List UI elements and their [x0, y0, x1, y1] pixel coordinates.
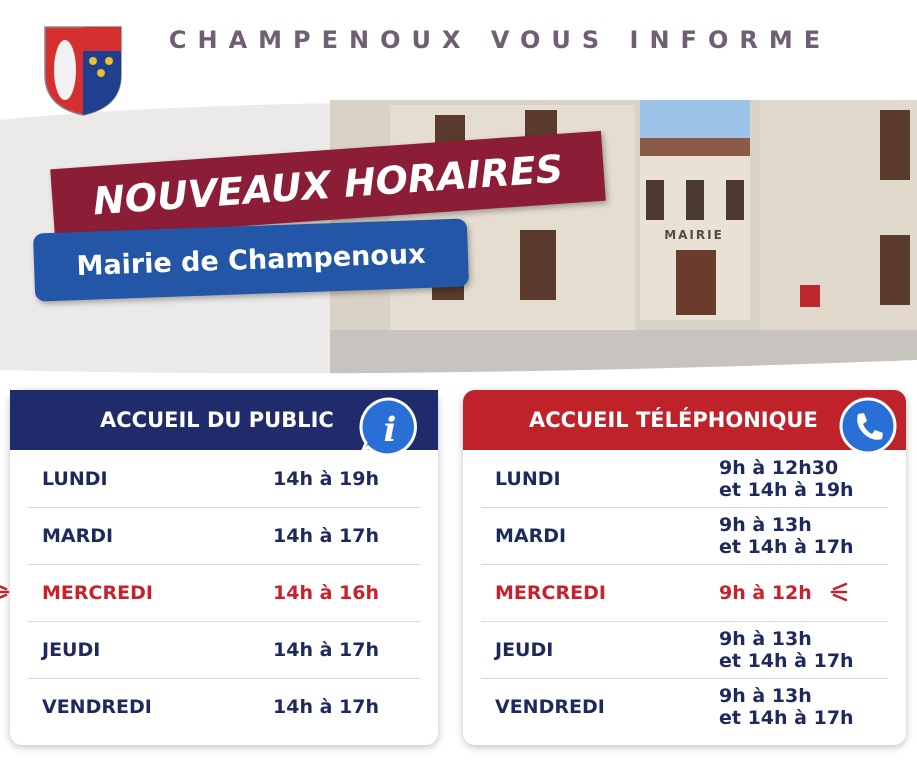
- hours-cell: 9h à 13h et 14h à 17h: [719, 628, 854, 672]
- hours-line: 9h à 13h: [719, 627, 812, 650]
- hours-line: 14h à 17h: [273, 524, 379, 547]
- day-label: LUNDI: [42, 467, 108, 490]
- day-label: MARDI: [42, 524, 114, 547]
- phone-hours-card: ACCUEIL TÉLÉPHONIQUE LUNDI 9h à 12h30 et 1…: [463, 390, 906, 745]
- hours-cell: 9h à 13h et 14h à 17h: [719, 685, 854, 729]
- day-label: MARDI: [495, 524, 567, 547]
- hours-row: MARDI 9h à 13h et 14h à 17h: [481, 507, 888, 565]
- highlight-mark: [830, 582, 848, 602]
- hours-cell: 14h à 16h: [273, 582, 379, 604]
- hours-line: 14h à 16h: [273, 581, 379, 604]
- card-title: ACCUEIL TÉLÉPHONIQUE: [463, 390, 906, 450]
- hours-line: 9h à 13h: [719, 684, 812, 707]
- hours-line: 14h à 19h: [273, 467, 379, 490]
- phone-icon: [839, 397, 897, 455]
- day-label: VENDREDI: [495, 695, 605, 718]
- hours-row: LUNDI 14h à 19h: [28, 450, 420, 508]
- hours-line: et 14h à 17h: [719, 649, 854, 672]
- day-label: JEUDI: [495, 638, 554, 661]
- hours-cell: 9h à 12h30 et 14h à 19h: [719, 457, 854, 501]
- svg-text:i: i: [384, 410, 397, 450]
- hours-row: VENDREDI 14h à 17h: [28, 678, 420, 735]
- hours-row: MERCREDI 9h à 12h: [481, 564, 888, 622]
- hours-row: MERCREDI 14h à 16h: [0, 564, 420, 622]
- header-title: CHAMPENOUX VOUS INFORME: [168, 26, 832, 54]
- hours-cell: 14h à 17h: [273, 525, 379, 547]
- hours-line: 14h à 17h: [273, 695, 379, 718]
- hours-cell: 14h à 17h: [273, 696, 379, 718]
- hours-row: VENDREDI 9h à 13h et 14h à 17h: [481, 678, 888, 735]
- hours-row: JEUDI 9h à 13h et 14h à 17h: [481, 621, 888, 679]
- hours-cell: 9h à 13h et 14h à 17h: [719, 514, 854, 558]
- hours-line: 9h à 12h30: [719, 456, 839, 479]
- day-label: VENDREDI: [42, 695, 152, 718]
- day-label: JEUDI: [42, 638, 101, 661]
- info-icon: i: [358, 397, 417, 458]
- hours-cell: 9h à 12h: [719, 582, 812, 604]
- hours-line: et 14h à 17h: [719, 706, 854, 729]
- hours-line: et 14h à 17h: [719, 535, 854, 558]
- day-label: MERCREDI: [42, 581, 153, 604]
- day-label: MERCREDI: [495, 581, 606, 604]
- building-sign: MAIRIE: [664, 228, 724, 242]
- hours-line: 14h à 17h: [273, 638, 379, 661]
- hours-line: 9h à 12h: [719, 581, 812, 604]
- hours-line: et 14h à 19h: [719, 478, 854, 501]
- highlight-mark: [0, 585, 10, 599]
- day-label: LUNDI: [495, 467, 561, 490]
- hours-row: MARDI 14h à 17h: [28, 507, 420, 565]
- hours-line: 9h à 13h: [719, 513, 812, 536]
- logo: [44, 26, 122, 116]
- hours-row: JEUDI 14h à 17h: [28, 621, 420, 679]
- hours-cell: 14h à 17h: [273, 639, 379, 661]
- hours-cell: 14h à 19h: [273, 468, 379, 490]
- hours-row: LUNDI 9h à 12h30 et 14h à 19h: [481, 450, 888, 508]
